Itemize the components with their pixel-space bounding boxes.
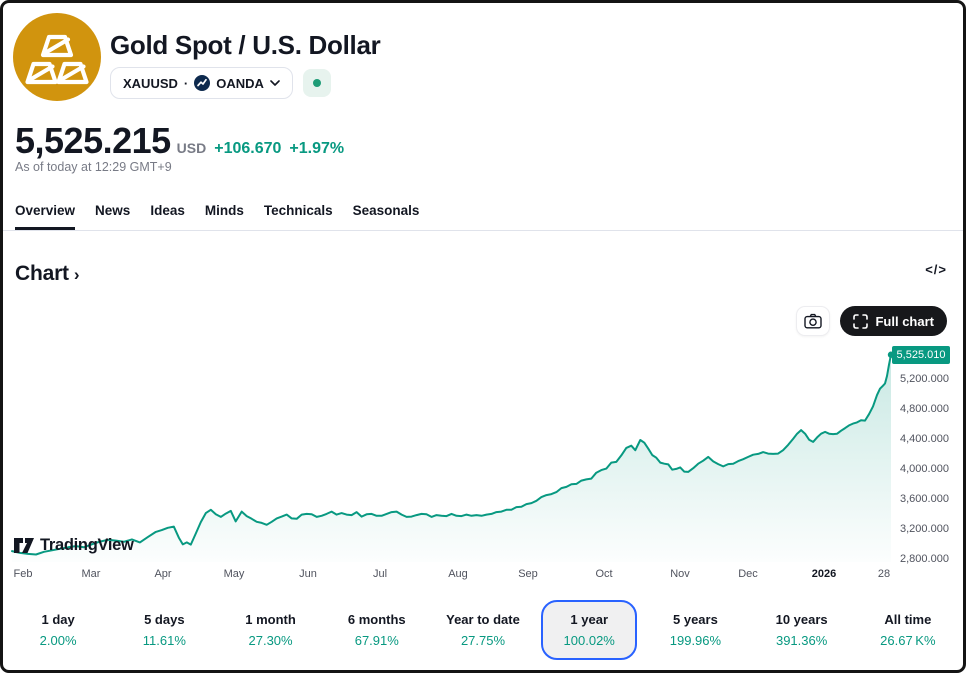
- period-5-years[interactable]: 5 years 199.96%: [647, 600, 743, 660]
- x-axis-tick: Aug: [448, 568, 468, 580]
- gold-instrument-icon: [13, 13, 101, 101]
- area-chart-plot: [11, 351, 892, 562]
- x-axis-tick: Jun: [299, 568, 317, 580]
- market-status-badge[interactable]: [302, 69, 331, 97]
- embed-code-icon[interactable]: </>: [925, 262, 947, 277]
- y-axis-tick: 4,000.000: [900, 463, 949, 476]
- as-of-timestamp: As of today at 12:29 GMT+9: [15, 160, 172, 174]
- y-axis-tick: 2,800.000: [900, 553, 949, 565]
- snapshot-button[interactable]: [796, 306, 831, 336]
- currency-label: USD: [176, 140, 207, 156]
- price-chart[interactable]: 5,200.000 4,800.000 4,400.000 4,000.000 3,60…: [3, 341, 963, 593]
- period-1-year[interactable]: 1 year 100.02%: [541, 600, 638, 660]
- y-axis-tick: 5,200.000: [900, 373, 949, 386]
- chevron-right-icon: ›: [73, 264, 80, 284]
- market-open-dot-icon: [312, 79, 321, 87]
- x-axis-tick: May: [223, 568, 245, 580]
- x-axis-tick: 28: [877, 568, 891, 580]
- period-1-day[interactable]: 1 day 2.00%: [10, 600, 106, 660]
- x-axis-tick: Oct: [595, 568, 613, 580]
- period-1-month[interactable]: 1 month 27.30%: [222, 600, 318, 660]
- oanda-logo-icon: [194, 75, 211, 91]
- x-axis-tick: 2026: [811, 568, 837, 580]
- last-price-badge: 5,525.010: [892, 345, 950, 364]
- symbol-exchange-selector[interactable]: XAUUSD · OANDA: [110, 67, 293, 99]
- tradingview-mark-icon: [14, 538, 34, 553]
- tab-minds[interactable]: Minds: [205, 198, 244, 230]
- period-6-months[interactable]: 6 months 67.91%: [329, 600, 425, 660]
- period-year-to-date[interactable]: Year to date 27.75%: [435, 600, 531, 660]
- last-price: 5,525.215: [15, 120, 171, 161]
- y-axis-tick: 4,800.000: [900, 403, 949, 416]
- y-axis-tick: 3,200.000: [900, 523, 949, 536]
- period-5-days[interactable]: 5 days 11.61%: [116, 600, 212, 660]
- chevron-down-icon: [270, 80, 280, 86]
- symbol-label: XAUUSD: [123, 75, 178, 91]
- price-change-percent: +1.97%: [289, 140, 345, 157]
- full-chart-button[interactable]: Full chart: [840, 306, 947, 336]
- x-axis-tick: Apr: [154, 568, 172, 580]
- separator-dot: ·: [183, 75, 189, 91]
- tab-news[interactable]: News: [95, 198, 130, 230]
- tab-seasonals[interactable]: Seasonals: [353, 198, 420, 230]
- period-all-time[interactable]: All time 26.67 K%: [860, 600, 956, 660]
- tab-bar: Overview News Ideas Minds Technicals Sea…: [3, 198, 963, 231]
- x-axis-tick: Feb: [13, 568, 33, 580]
- x-axis-tick: Jul: [372, 568, 388, 580]
- tab-ideas[interactable]: Ideas: [150, 198, 185, 230]
- page-title: Gold Spot / U.S. Dollar: [110, 30, 381, 60]
- x-axis-tick: Dec: [738, 568, 758, 580]
- fullscreen-icon: [853, 313, 869, 329]
- x-axis-tick: Mar: [81, 568, 101, 580]
- y-axis-tick: 4,400.000: [900, 433, 949, 446]
- period-10-years[interactable]: 10 years 391.36%: [754, 600, 850, 660]
- tab-overview[interactable]: Overview: [15, 198, 76, 230]
- tradingview-wordmark: TradingView: [40, 536, 134, 554]
- camera-icon: [804, 313, 823, 329]
- chart-section-link[interactable]: Chart ›: [15, 262, 80, 285]
- x-axis-tick: Nov: [670, 568, 690, 580]
- tab-technicals[interactable]: Technicals: [264, 198, 333, 230]
- price-change-absolute: +106.670: [214, 140, 282, 157]
- period-performance-bar: 1 day 2.00% 5 days 11.61% 1 month 27.30%…: [5, 600, 961, 660]
- y-axis-tick: 3,600.000: [900, 493, 949, 506]
- tradingview-logo[interactable]: TradingView: [13, 536, 134, 555]
- exchange-label: OANDA: [216, 75, 264, 91]
- x-axis-tick: Sep: [518, 568, 538, 580]
